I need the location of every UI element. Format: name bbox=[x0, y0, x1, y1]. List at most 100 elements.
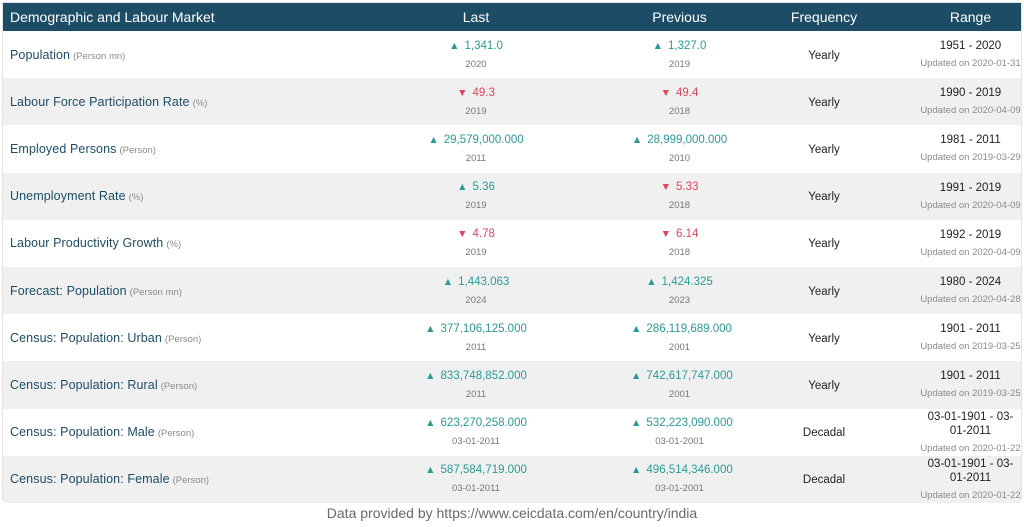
updated-date: Updated on 2020-01-31 bbox=[920, 58, 1021, 70]
previous-date: 2023 bbox=[668, 294, 691, 306]
range-value: 03-01-1901 - 03-01-2011 bbox=[927, 410, 1014, 437]
last-date: 03-01-2011 bbox=[452, 436, 500, 448]
indicator-link[interactable]: Census: Population: Male bbox=[10, 425, 155, 440]
last-value-line: ▲ 5.36 bbox=[321, 180, 631, 194]
indicator-link[interactable]: Population bbox=[10, 47, 71, 62]
previous-cell: ▼ 5.33 2018 bbox=[631, 173, 728, 220]
previous-value: 5.33 bbox=[676, 181, 699, 194]
frequency-value: Yearly bbox=[808, 238, 840, 251]
table-row: Unemployment Rate (%) ▲ 5.36 2019 ▼ 5.33 20… bbox=[3, 172, 1021, 220]
triangle-down-icon: ▼ bbox=[457, 86, 468, 99]
last-date: 2019 bbox=[465, 247, 487, 259]
frequency-cell: Decadal bbox=[728, 409, 920, 456]
table-header-row: Demographic and Labour Market Last Previ… bbox=[3, 3, 1021, 31]
indicator-link[interactable]: Census: Population: Urban bbox=[10, 330, 162, 345]
indicator-link[interactable]: Census: Population: Female bbox=[10, 472, 170, 487]
frequency-cell: Yearly bbox=[728, 220, 920, 267]
last-date: 2019 bbox=[465, 105, 487, 117]
last-cell: ▲ 587,584,719.000 03-01-2011 bbox=[321, 456, 631, 503]
triangle-up-icon: ▲ bbox=[631, 322, 642, 335]
frequency-cell: Yearly bbox=[728, 314, 920, 361]
indicator-link[interactable]: Employed Persons bbox=[10, 141, 117, 156]
data-table-frame: Demographic and Labour Market Last Previ… bbox=[2, 2, 1022, 503]
header-frequency: Frequency bbox=[790, 9, 858, 25]
previous-value: 496,514,346.000 bbox=[646, 464, 733, 477]
indicator-link[interactable]: Labour Productivity Growth bbox=[10, 236, 164, 251]
range-value: 1951 - 2020 bbox=[939, 40, 1002, 53]
indicator-link[interactable]: Unemployment Rate bbox=[10, 189, 126, 204]
indicator-cell: Census: Population: Male (Person) bbox=[3, 409, 321, 456]
last-value: 29,579,000.000 bbox=[443, 133, 524, 146]
range-value: 1992 - 2019 bbox=[939, 228, 1002, 241]
indicator-cell: Labour Force Participation Rate (%) bbox=[3, 78, 321, 125]
table-row: Census: Population: Urban (Person) ▲ 377,1… bbox=[3, 314, 1021, 361]
table-row: Forecast: Population (Person mn) ▲ 1,443.0… bbox=[3, 266, 1021, 315]
triangle-up-icon: ▲ bbox=[646, 275, 657, 288]
previous-value: 742,617,747.000 bbox=[646, 369, 733, 382]
indicator-unit: (Person mn) bbox=[73, 50, 126, 62]
previous-value: 532,223,090.000 bbox=[646, 417, 733, 430]
range-cell: 1992 - 2019 Updated on 2020-04-09 bbox=[920, 220, 1021, 267]
frequency-cell: Yearly bbox=[728, 31, 920, 78]
previous-value-line: ▲ 742,617,747.000 bbox=[631, 369, 733, 383]
previous-value-line: ▼ 5.33 bbox=[631, 180, 728, 194]
last-value-line: ▲ 587,584,719.000 bbox=[321, 463, 631, 477]
previous-value-line: ▲ 496,514,346.000 bbox=[631, 463, 733, 477]
previous-date: 2018 bbox=[668, 105, 691, 117]
updated-date: Updated on 2020-01-22 bbox=[920, 442, 1021, 454]
last-date: 2024 bbox=[465, 294, 487, 306]
indicator-cell: Labour Productivity Growth (%) bbox=[3, 220, 321, 267]
range-cell: 1951 - 2020 Updated on 2020-01-31 bbox=[920, 31, 1021, 78]
indicator-unit: (Person mn) bbox=[129, 286, 182, 298]
data-source-footer: Data provided by https://www.ceicdata.co… bbox=[326, 505, 698, 521]
updated-date: Updated on 2020-04-09 bbox=[920, 105, 1021, 117]
frequency-cell: Yearly bbox=[728, 78, 920, 125]
frequency-value: Yearly bbox=[808, 96, 840, 109]
triangle-up-icon: ▲ bbox=[631, 464, 642, 477]
indicator-cell: Census: Population: Rural (Person) bbox=[3, 361, 321, 408]
indicator-link[interactable]: Census: Population: Rural bbox=[10, 377, 158, 392]
table-row: Population (Person mn) ▲ 1,341.0 2020 ▲ 1,3… bbox=[3, 31, 1021, 78]
previous-cell: ▼ 49.4 2018 bbox=[631, 78, 728, 125]
range-cell: 1981 - 2011 Updated on 2019-03-29 bbox=[920, 125, 1021, 172]
table-row: Census: Population: Male (Person) ▲ 623,27… bbox=[3, 409, 1021, 456]
last-cell: ▼ 4.78 2019 bbox=[321, 220, 631, 267]
triangle-up-icon: ▲ bbox=[442, 275, 454, 288]
indicator-cell: Census: Population: Urban (Person) bbox=[3, 314, 321, 361]
frequency-cell: Yearly bbox=[728, 267, 920, 314]
last-cell: ▲ 5.36 2019 bbox=[321, 173, 631, 220]
range-value: 1901 - 2011 bbox=[940, 370, 1001, 383]
frequency-cell: Yearly bbox=[728, 125, 920, 172]
frequency-value: Yearly bbox=[808, 332, 840, 345]
previous-date: 2019 bbox=[668, 58, 691, 70]
header-last: Last bbox=[462, 9, 490, 25]
indicator-link[interactable]: Labour Force Participation Rate bbox=[10, 94, 190, 109]
previous-value: 1,327.0 bbox=[668, 39, 707, 52]
previous-value: 49.4 bbox=[676, 86, 699, 99]
indicator-cell: Employed Persons (Person) bbox=[3, 125, 321, 172]
triangle-up-icon: ▲ bbox=[631, 133, 643, 146]
last-value-line: ▲ 377,106,125.000 bbox=[321, 322, 631, 336]
previous-value-line: ▲ 532,223,090.000 bbox=[631, 416, 733, 430]
last-value: 4.78 bbox=[472, 228, 495, 241]
last-date: 2020 bbox=[465, 58, 487, 70]
table-row: Labour Force Participation Rate (%) ▼ 49.3… bbox=[3, 78, 1021, 126]
previous-value-line: ▼ 6.14 bbox=[631, 227, 728, 241]
last-cell: ▲ 1,341.0 2020 bbox=[321, 31, 631, 78]
triangle-down-icon: ▼ bbox=[660, 86, 671, 99]
triangle-up-icon: ▲ bbox=[425, 417, 436, 430]
last-value: 5.36 bbox=[472, 181, 495, 194]
frequency-cell: Decadal bbox=[728, 456, 920, 503]
header-indicator: Demographic and Labour Market bbox=[10, 9, 215, 25]
triangle-up-icon: ▲ bbox=[425, 322, 436, 335]
last-value-line: ▼ 49.3 bbox=[321, 86, 631, 100]
updated-date: Updated on 2020-04-09 bbox=[920, 246, 1021, 258]
last-date: 2011 bbox=[465, 388, 487, 400]
indicator-link[interactable]: Forecast: Population bbox=[10, 283, 127, 298]
frequency-value: Decadal bbox=[802, 474, 846, 487]
previous-value: 286,119,689.000 bbox=[646, 322, 732, 335]
last-value: 1,341.0 bbox=[464, 39, 503, 52]
last-cell: ▲ 377,106,125.000 2011 bbox=[321, 314, 631, 361]
indicator-unit: (Person) bbox=[160, 380, 198, 392]
updated-date: Updated on 2020-01-22 bbox=[920, 489, 1021, 501]
